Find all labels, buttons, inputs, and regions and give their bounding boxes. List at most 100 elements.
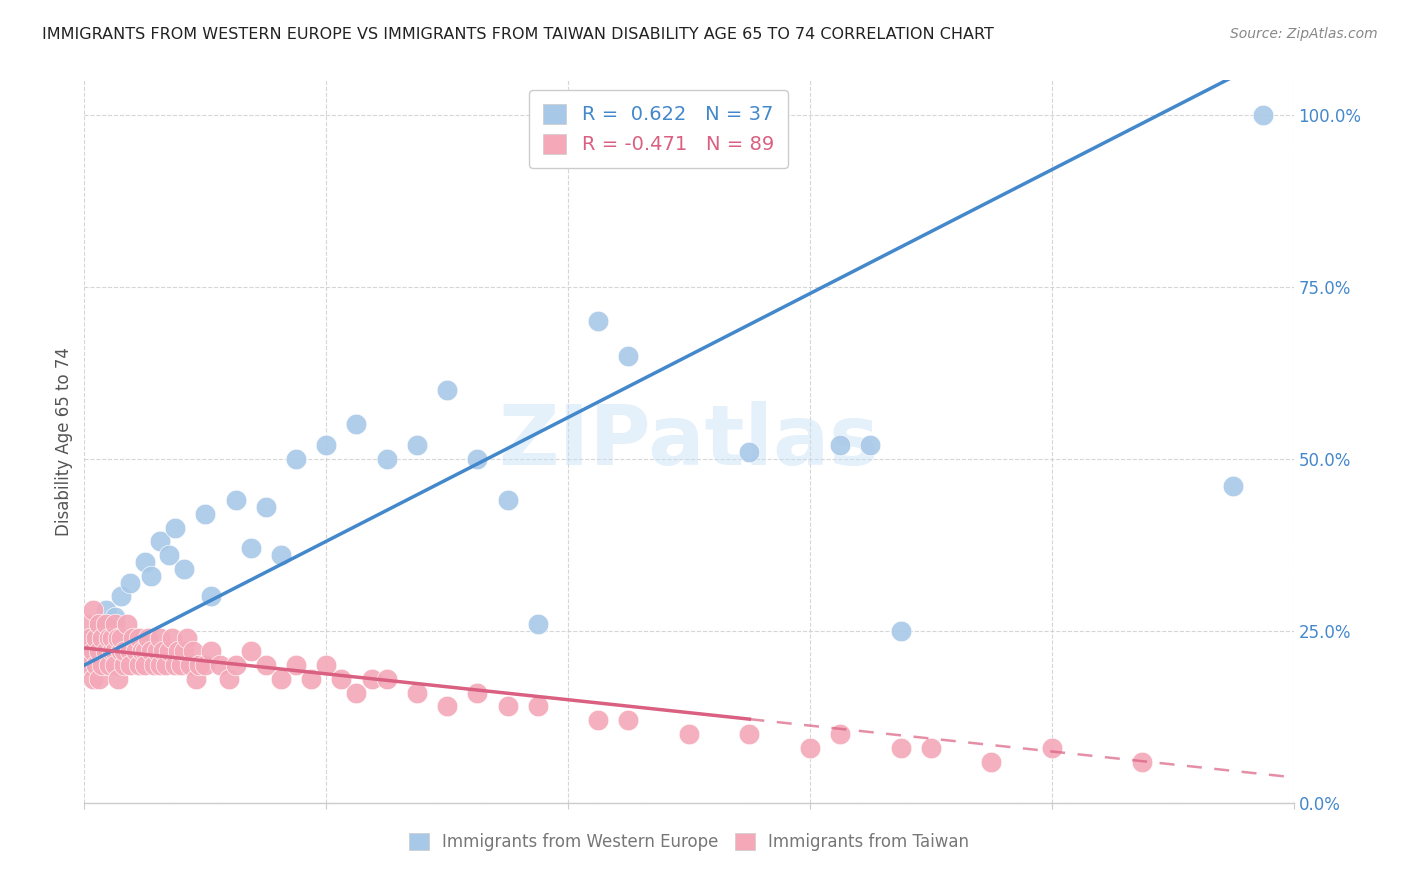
Point	[79, 644, 101, 658]
Point	[360, 672, 382, 686]
Point	[920, 740, 942, 755]
Point	[165, 520, 187, 534]
Point	[181, 644, 204, 658]
Point	[617, 713, 640, 727]
Point	[254, 500, 277, 514]
Point	[134, 644, 156, 658]
Point	[738, 445, 761, 459]
Point	[406, 438, 429, 452]
Point	[118, 658, 141, 673]
Point	[79, 658, 101, 673]
Point	[194, 507, 217, 521]
Point	[467, 451, 489, 466]
Point	[139, 644, 162, 658]
Point	[89, 616, 111, 631]
Point	[89, 616, 111, 631]
Point	[97, 658, 120, 673]
Point	[82, 603, 104, 617]
Point	[194, 658, 217, 673]
Point	[76, 616, 98, 631]
Point	[678, 727, 700, 741]
Point	[270, 548, 292, 562]
Point	[136, 631, 159, 645]
Point	[104, 644, 127, 658]
Point	[146, 644, 169, 658]
Point	[110, 590, 132, 604]
Point	[188, 658, 211, 673]
Point	[588, 314, 610, 328]
Point	[980, 755, 1002, 769]
Point	[89, 644, 111, 658]
Point	[527, 699, 550, 714]
Point	[330, 672, 353, 686]
Point	[467, 686, 489, 700]
Point	[527, 616, 550, 631]
Point	[121, 631, 143, 645]
Point	[112, 644, 135, 658]
Point	[406, 686, 429, 700]
Point	[139, 568, 162, 582]
Point	[79, 631, 101, 645]
Point	[125, 644, 148, 658]
Point	[94, 644, 117, 658]
Point	[239, 541, 262, 556]
Point	[173, 562, 195, 576]
Point	[152, 644, 174, 658]
Point	[1040, 740, 1063, 755]
Point	[91, 631, 114, 645]
Y-axis label: Disability Age 65 to 74: Disability Age 65 to 74	[55, 347, 73, 536]
Point	[859, 438, 882, 452]
Point	[165, 658, 187, 673]
Point	[173, 644, 195, 658]
Text: IMMIGRANTS FROM WESTERN EUROPE VS IMMIGRANTS FROM TAIWAN DISABILITY AGE 65 TO 74: IMMIGRANTS FROM WESTERN EUROPE VS IMMIGR…	[42, 27, 994, 42]
Point	[346, 686, 368, 700]
Point	[225, 493, 247, 508]
Point	[107, 672, 129, 686]
Point	[254, 658, 277, 673]
Point	[890, 624, 912, 638]
Point	[82, 631, 104, 645]
Point	[100, 644, 122, 658]
Point	[155, 658, 177, 673]
Point	[91, 658, 114, 673]
Point	[86, 658, 108, 673]
Point	[118, 575, 141, 590]
Point	[170, 658, 193, 673]
Point	[299, 672, 322, 686]
Point	[617, 349, 640, 363]
Point	[89, 672, 111, 686]
Point	[496, 699, 519, 714]
Point	[588, 713, 610, 727]
Point	[315, 438, 337, 452]
Point	[225, 658, 247, 673]
Point	[149, 658, 172, 673]
Point	[128, 658, 150, 673]
Point	[94, 616, 117, 631]
Point	[157, 644, 180, 658]
Point	[131, 644, 153, 658]
Point	[160, 631, 183, 645]
Point	[134, 658, 156, 673]
Point	[436, 699, 458, 714]
Point	[104, 610, 127, 624]
Point	[118, 644, 141, 658]
Point	[179, 658, 201, 673]
Point	[375, 672, 398, 686]
Point	[1222, 479, 1244, 493]
Text: Source: ZipAtlas.com: Source: ZipAtlas.com	[1230, 27, 1378, 41]
Point	[82, 644, 104, 658]
Point	[157, 548, 180, 562]
Point	[100, 631, 122, 645]
Point	[799, 740, 821, 755]
Point	[104, 658, 127, 673]
Point	[218, 672, 240, 686]
Point	[167, 644, 190, 658]
Point	[375, 451, 398, 466]
Point	[110, 644, 132, 658]
Text: ZIPatlas: ZIPatlas	[499, 401, 879, 482]
Point	[200, 590, 222, 604]
Point	[239, 644, 262, 658]
Point	[186, 672, 208, 686]
Point	[94, 603, 117, 617]
Point	[738, 727, 761, 741]
